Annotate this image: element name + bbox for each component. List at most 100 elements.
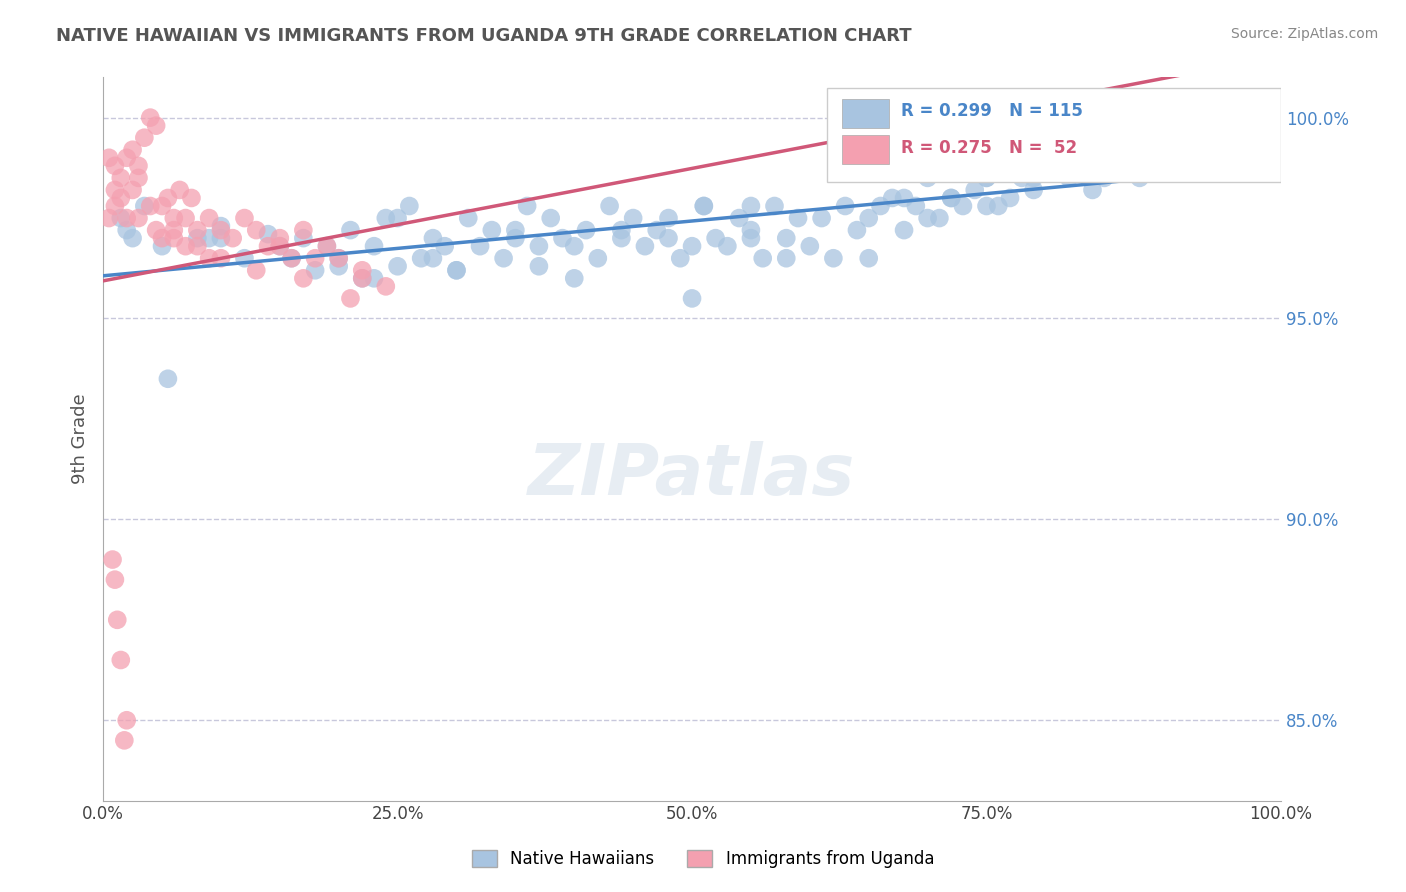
Point [110,191,132,205]
Point [976,170,998,185]
Point [610,231,633,245]
Point [352,271,374,285]
Point [198,252,221,266]
FancyBboxPatch shape [842,99,889,128]
Point [127,170,149,185]
Point [1092,170,1115,185]
Point [221,231,243,245]
Point [150,239,173,253]
Legend: Native Hawaiians, Immigrants from Uganda: Native Hawaiians, Immigrants from Uganda [465,843,941,875]
Point [363,271,385,285]
Point [163,223,186,237]
Point [740,199,762,213]
FancyBboxPatch shape [828,88,1281,182]
Point [621,211,644,225]
Point [174,211,197,225]
Point [328,252,350,266]
Point [110,653,132,667]
Point [976,170,998,185]
Point [169,183,191,197]
Point [787,211,810,225]
Point [775,231,797,245]
Point [1022,170,1045,185]
Point [269,231,291,245]
Point [209,252,232,266]
Point [115,211,138,225]
Point [716,239,738,253]
Point [810,211,832,225]
Point [775,252,797,266]
Point [150,231,173,245]
Point [657,211,679,225]
Point [882,191,904,205]
Point [105,613,128,627]
Point [869,199,891,213]
Point [941,191,963,205]
Point [845,223,868,237]
Point [112,733,135,747]
Point [121,231,143,245]
Point [269,239,291,253]
Point [233,252,256,266]
Point [104,159,127,173]
Point [352,271,374,285]
Point [115,223,138,237]
Point [387,260,409,274]
Point [422,252,444,266]
Point [98,151,121,165]
Point [505,223,527,237]
Point [446,263,468,277]
Point [245,223,267,237]
Point [1105,151,1128,165]
Point [374,279,396,293]
Point [139,199,162,213]
Point [976,199,998,213]
Point [728,211,751,225]
Point [339,223,361,237]
Point [269,239,291,253]
Point [121,183,143,197]
Point [928,211,950,225]
Point [610,223,633,237]
Point [645,223,668,237]
Point [481,223,503,237]
Y-axis label: 9th Grade: 9th Grade [72,393,89,484]
Point [1258,130,1281,145]
Point [304,252,326,266]
Point [1081,183,1104,197]
Point [150,199,173,213]
Point [198,211,221,225]
Point [411,252,433,266]
Point [180,191,202,205]
Point [101,552,124,566]
Point [1011,170,1033,185]
Point [121,143,143,157]
Point [1270,111,1292,125]
Point [1175,159,1198,173]
Point [245,263,267,277]
Point [104,573,127,587]
Point [127,159,149,173]
Point [145,223,167,237]
Point [104,199,127,213]
Point [987,199,1010,213]
Point [562,239,585,253]
Point [704,231,727,245]
Point [941,191,963,205]
Point [963,183,986,197]
Point [1057,170,1080,185]
Text: ZIPatlas: ZIPatlas [529,441,856,509]
Point [457,211,479,225]
Point [505,231,527,245]
Point [233,211,256,225]
Point [398,199,420,213]
Point [163,211,186,225]
Point [751,252,773,266]
Point [681,292,703,306]
Point [156,372,179,386]
Point [799,239,821,253]
Point [575,223,598,237]
Point [858,211,880,225]
Point [115,151,138,165]
Point [156,191,179,205]
